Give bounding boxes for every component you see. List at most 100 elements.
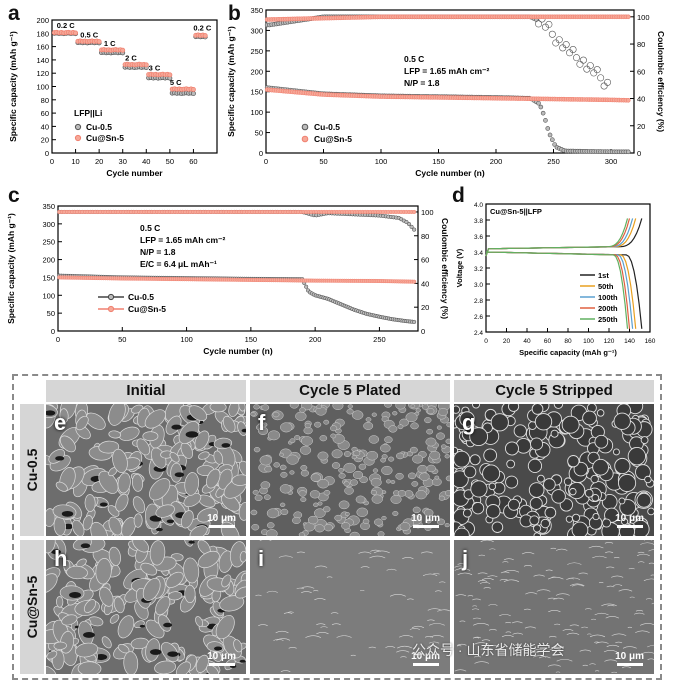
sem-feature <box>488 629 497 631</box>
x-tick-label: 200 <box>490 157 503 166</box>
sem-feature <box>525 592 538 595</box>
sem-tag-g: g <box>462 410 476 435</box>
sem-feature <box>288 647 297 649</box>
sem-feature <box>395 472 404 480</box>
sem-feature <box>316 404 322 409</box>
ce-point <box>597 74 605 82</box>
sem-crack <box>166 519 175 524</box>
sem-feature <box>326 576 333 578</box>
sem-feature <box>250 412 256 417</box>
sem-feature <box>462 508 472 518</box>
capacity-point <box>625 149 631 155</box>
sem-feature <box>434 475 440 480</box>
sem-feature <box>195 616 204 627</box>
sem-image-h: h 10 μm <box>46 540 246 674</box>
capacity-point <box>547 132 553 138</box>
rate-label: 2 C <box>125 54 137 63</box>
sem-feature <box>589 663 596 665</box>
y-tick-label: 150 <box>42 273 55 282</box>
ce-point <box>586 62 594 70</box>
sem-feature <box>314 508 326 518</box>
sem-feature <box>136 438 151 456</box>
sem-feature <box>399 635 414 638</box>
sem-feature <box>489 548 496 550</box>
sem-feature <box>165 571 184 588</box>
sem-tag-h: h <box>54 546 68 571</box>
sem-feature <box>523 565 533 567</box>
ce-point <box>409 224 414 229</box>
x-tick-label: 20 <box>95 157 103 166</box>
x-tick-label: 30 <box>119 157 127 166</box>
sem-feature <box>384 436 393 444</box>
sem-feature <box>372 468 379 473</box>
y-tick-label: 300 <box>42 220 55 229</box>
sem-feature <box>397 424 404 430</box>
y-tick-label: 50 <box>47 309 55 318</box>
sem-feature <box>472 598 481 601</box>
sem-feature <box>488 482 497 491</box>
x-tick-label: 40 <box>142 157 150 166</box>
ce-point <box>535 20 543 28</box>
sem-feature <box>491 521 504 533</box>
sem-feature <box>571 521 589 536</box>
sem-feature <box>149 540 166 566</box>
sem-feature <box>336 635 352 638</box>
sem-feature <box>648 549 654 552</box>
sem-feature <box>444 454 450 459</box>
sem-feature <box>233 639 243 653</box>
sem-feature <box>429 623 445 626</box>
sem-feature <box>521 552 535 555</box>
sem-feature <box>505 475 519 489</box>
sem-feature <box>266 590 278 593</box>
sem-feature <box>407 472 417 480</box>
sem-feature <box>425 437 437 447</box>
sem-feature <box>554 645 565 648</box>
sem-feature <box>419 472 430 481</box>
sem-feature <box>390 494 402 504</box>
sem-feature <box>440 444 447 449</box>
y-axis-label: Specific capacity (mAh g⁻¹) <box>8 31 18 142</box>
charge-curve <box>485 218 634 257</box>
capacity-point <box>540 110 546 116</box>
sem-feature <box>390 480 396 484</box>
sem-feature <box>292 516 301 524</box>
sem-feature <box>184 472 200 496</box>
scale-bar-j: 10 μm <box>615 651 644 666</box>
sem-feature <box>472 617 482 620</box>
sem-feature <box>436 432 445 440</box>
sem-feature <box>640 436 649 444</box>
y-tick-label: 40 <box>41 122 49 131</box>
sem-feature <box>439 581 446 583</box>
sem-feature <box>385 479 391 484</box>
legend-marker <box>107 293 115 301</box>
sem-feature <box>353 450 361 457</box>
ce-point <box>555 36 563 44</box>
sem-feature <box>412 454 424 464</box>
sem-feature <box>267 430 281 441</box>
sem-feature <box>261 404 270 411</box>
sem-feature <box>637 561 645 563</box>
sem-feature <box>643 578 654 581</box>
sem-feature <box>298 490 307 497</box>
legend-entry: 100th <box>598 293 618 302</box>
sem-feature <box>298 532 305 536</box>
sem-feature <box>46 650 58 660</box>
sem-feature <box>566 577 581 580</box>
data-point <box>120 47 126 53</box>
sem-feature <box>95 558 112 585</box>
sem-feature <box>370 477 382 487</box>
sem-feature <box>478 554 485 557</box>
sem-feature <box>304 423 311 429</box>
sem-feature <box>477 572 488 575</box>
sem-feature <box>266 529 278 536</box>
sem-feature <box>280 508 289 516</box>
sem-feature <box>427 645 438 648</box>
sem-feature <box>239 550 246 563</box>
sem-feature <box>300 469 309 477</box>
sem-tag-f: f <box>258 410 266 435</box>
sem-feature <box>647 658 654 660</box>
legend-marker <box>301 123 309 131</box>
sem-feature <box>596 409 605 417</box>
sem-feature <box>605 566 615 569</box>
sem-feature <box>231 474 246 486</box>
